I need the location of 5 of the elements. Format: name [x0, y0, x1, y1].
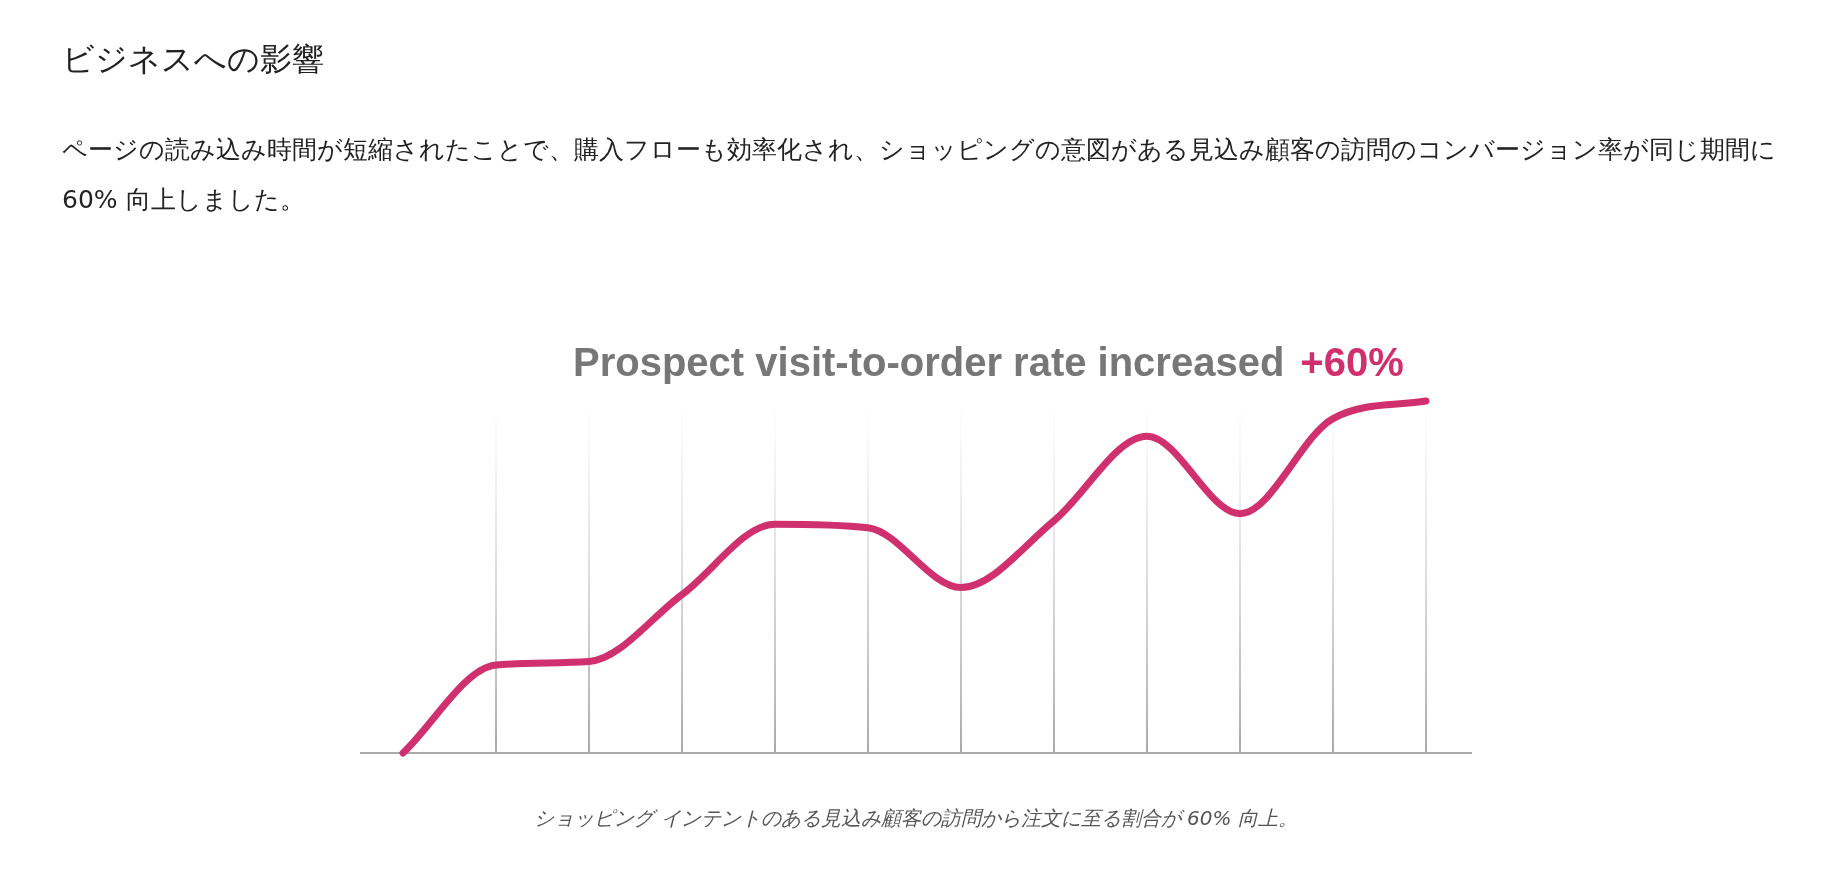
text: +60% [1300, 340, 1404, 384]
chart-title: Prospect visit-to-order rate increased [573, 340, 1285, 384]
text: ページの読み込み時間が短縮されたことで、購入フローも効率化され、ショッピングの意図がある見込み顧客の訪問のコンバージョン率が同じ期間に 60% 向上しました。 [62, 134, 1777, 216]
text: ビジネスへの影響 [62, 39, 324, 80]
text: ショッピング インテントのある見込み顧客の訪問から注文に至る割合が 60% 向上。 [533, 805, 1299, 832]
